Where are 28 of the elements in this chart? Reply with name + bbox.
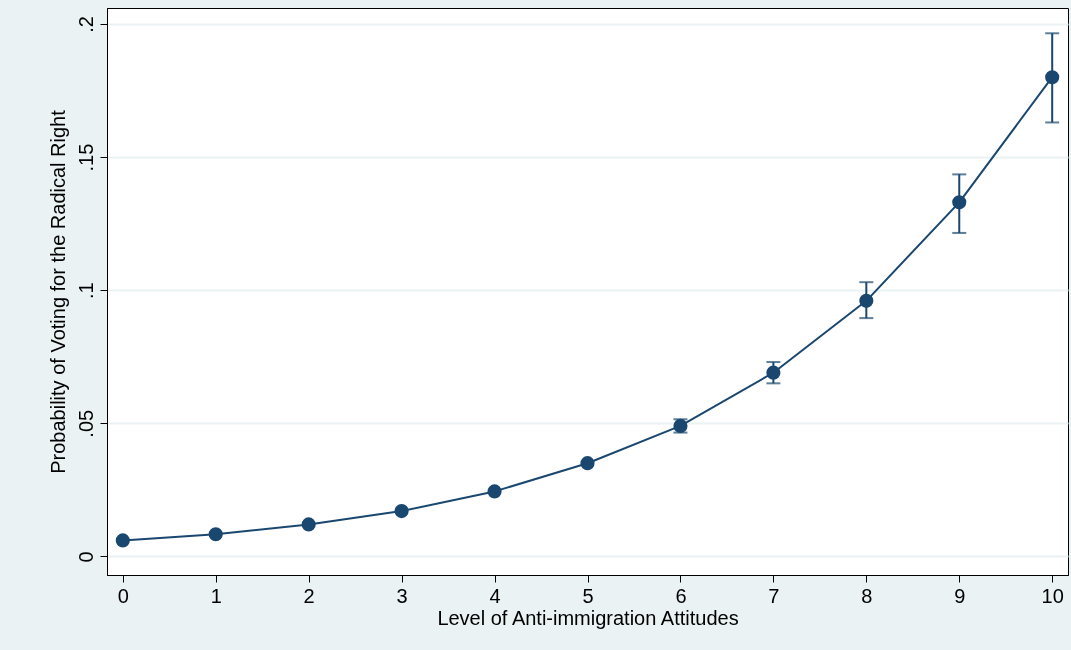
point <box>952 195 967 210</box>
point <box>1045 70 1060 85</box>
y-tick-label: .1 <box>74 282 97 300</box>
point <box>580 456 595 471</box>
x-axis-title: Level of Anti-immigration Attitudes <box>437 606 739 629</box>
y-tick-label: .05 <box>74 409 97 438</box>
y-tick-label: 0 <box>74 551 97 563</box>
point <box>208 527 223 542</box>
x-tick-label: 6 <box>675 584 687 607</box>
x-tick-label: 1 <box>210 584 222 607</box>
x-tick-label: 8 <box>861 584 873 607</box>
point <box>394 504 409 519</box>
y-tick-label: .2 <box>74 16 97 33</box>
x-tick-label: 0 <box>117 584 129 607</box>
x-tick-label: 5 <box>582 584 594 607</box>
point <box>115 533 130 548</box>
y-axis-title: Probability of Voting for the Radical Right <box>46 109 69 474</box>
x-tick-label: 9 <box>954 584 966 607</box>
x-tick-label: 3 <box>396 584 408 607</box>
point <box>301 517 316 532</box>
x-tick-label: 2 <box>303 584 315 607</box>
x-tick-label: 7 <box>768 584 780 607</box>
point <box>859 293 874 308</box>
point <box>487 484 502 499</box>
x-tick-label: 10 <box>1041 584 1064 607</box>
x-tick-label: 4 <box>489 584 501 607</box>
y-tick-label: .15 <box>74 143 97 172</box>
point <box>766 365 781 380</box>
